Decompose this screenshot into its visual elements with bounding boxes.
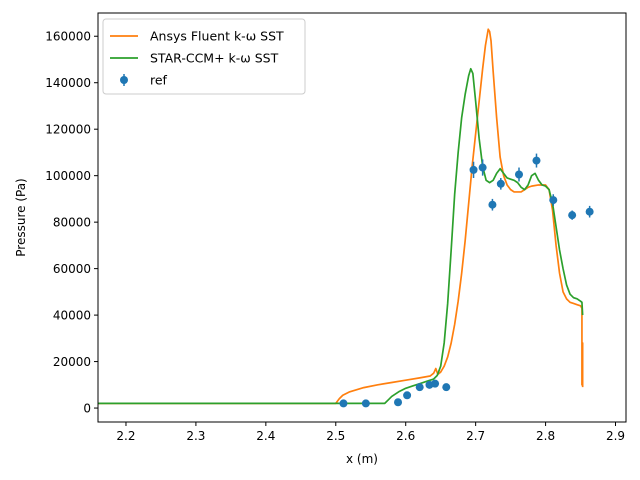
legend: Ansys Fluent k-ω SST STAR-CCM+ k-ω SST r…	[102, 18, 306, 95]
y-tick-label: 140000	[45, 76, 91, 90]
legend-label-ref: ref	[150, 73, 168, 88]
ref-point	[549, 196, 558, 205]
ref-point	[585, 207, 594, 216]
legend-swatch-ref-marker	[120, 76, 128, 84]
x-tick-label: 2.5	[326, 429, 345, 443]
series-line-fluent	[98, 28, 584, 405]
ref-point	[469, 165, 478, 174]
ref-point	[415, 383, 424, 392]
y-tick-label: 100000	[45, 169, 91, 183]
x-tick-label: 2.6	[396, 429, 415, 443]
ref-point	[496, 179, 505, 188]
y-tick-label: 40000	[53, 308, 91, 322]
ref-point	[515, 170, 524, 179]
series-line-starccm	[98, 67, 584, 405]
ref-point	[568, 211, 577, 220]
plot-frame	[97, 12, 627, 423]
legend-label-starccm: STAR-CCM+ k-ω SST	[150, 51, 279, 66]
y-tick-label: 120000	[45, 122, 91, 136]
ref-point	[339, 399, 348, 408]
ref-point	[488, 200, 497, 209]
x-axis: 2.2 2.3 2.4 2.5 2.6 2.7 2.8 2.9	[116, 422, 625, 443]
y-tick-label: 20000	[53, 355, 91, 369]
ref-point	[361, 399, 370, 408]
y-tick-label: 160000	[45, 30, 91, 44]
series-layer	[98, 28, 594, 408]
ref-point	[394, 398, 403, 407]
y-tick-label: 0	[83, 401, 91, 415]
ref-point	[478, 163, 487, 172]
x-tick-label: 2.4	[256, 429, 275, 443]
ref-point	[442, 383, 451, 392]
ref-point	[431, 379, 440, 388]
y-tick-label: 80000	[53, 215, 91, 229]
ref-point	[403, 391, 412, 400]
x-tick-label: 2.7	[466, 429, 485, 443]
x-tick-label: 2.9	[606, 429, 625, 443]
legend-box	[102, 18, 306, 95]
ref-point	[532, 156, 541, 165]
x-tick-label: 2.2	[116, 429, 135, 443]
x-tick-label: 2.3	[186, 429, 205, 443]
legend-label-fluent: Ansys Fluent k-ω SST	[150, 29, 284, 44]
y-tick-label: 60000	[53, 262, 91, 276]
x-tick-label: 2.8	[536, 429, 555, 443]
y-axis: 0 20000 40000 60000 80000 100000 120000 140000 1…	[45, 30, 98, 415]
x-axis-label: x (m)	[346, 452, 378, 466]
y-axis-label: Pressure (Pa)	[14, 178, 28, 256]
